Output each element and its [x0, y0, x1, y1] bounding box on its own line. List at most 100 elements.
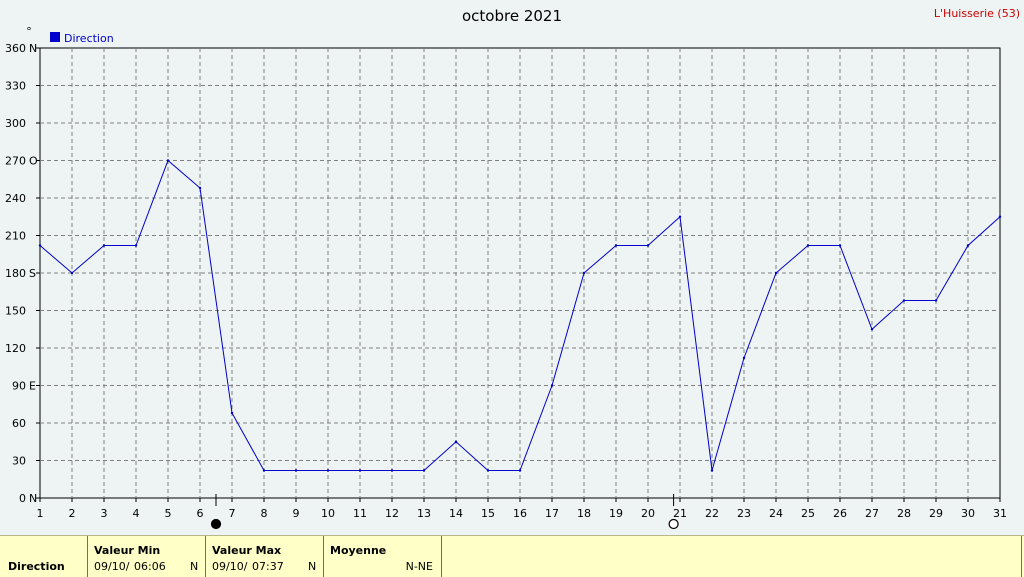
data-point [550, 384, 554, 387]
x-tick-label: 6 [197, 507, 204, 520]
data-point [102, 244, 106, 247]
x-tick-label: 24 [769, 507, 783, 520]
max-time: 07:37 [252, 560, 284, 573]
x-tick-label: 26 [833, 507, 847, 520]
y-tick-label: 240 [5, 192, 26, 205]
min-time: 06:06 [134, 560, 166, 573]
max-header: Valeur Max [212, 544, 282, 557]
x-tick-label: 10 [321, 507, 335, 520]
data-point [774, 271, 778, 275]
x-tick-label: 8 [261, 507, 268, 520]
x-tick-label: 27 [865, 507, 879, 520]
x-tick-label: 1 [37, 507, 44, 520]
x-tick-label: 16 [513, 507, 527, 520]
data-point [358, 469, 362, 472]
summary-row-label: Direction [8, 560, 65, 573]
avg-header: Moyenne [330, 544, 387, 557]
x-tick-label: 30 [961, 507, 975, 520]
data-point [582, 271, 586, 275]
data-point [998, 215, 1002, 218]
data-point [646, 244, 650, 247]
data-point [230, 411, 234, 415]
y-tick-direction: S [29, 267, 36, 280]
x-tick-label: 18 [577, 507, 591, 520]
min-value: N [190, 560, 199, 573]
max-date: 09/10/ [212, 560, 248, 573]
y-tick-label: 210 [5, 230, 26, 243]
y-tick-label: 270 [5, 155, 26, 168]
x-tick-label: 11 [353, 507, 367, 520]
data-point [902, 299, 906, 302]
data-point [518, 469, 522, 472]
x-tick-label: 2 [69, 507, 76, 520]
data-point [70, 271, 74, 275]
y-tick-label: 0 [19, 492, 26, 505]
full-moon-icon [668, 518, 679, 530]
direction-chart: octobre 2021 L'Huisserie (53) ° Directio… [5, 7, 1020, 530]
y-tick-label: 30 [12, 455, 26, 468]
y-tick-label: 300 [5, 117, 26, 130]
data-point [294, 469, 298, 472]
y-tick-label: 60 [12, 417, 26, 430]
series-layer [38, 159, 1002, 472]
x-tick-label: 14 [449, 507, 463, 520]
data-point [454, 440, 458, 443]
data-point [166, 159, 170, 162]
station-name: L'Huisserie (53) [934, 7, 1020, 20]
max-value: N [308, 560, 317, 573]
data-point [742, 356, 746, 360]
y-tick-direction: E [29, 380, 36, 393]
data-point [966, 244, 970, 247]
x-tick-label: 12 [385, 507, 399, 520]
y-tick-direction: O [29, 155, 38, 168]
data-point [38, 244, 42, 247]
x-tick-label: 19 [609, 507, 623, 520]
x-tick-label: 25 [801, 507, 815, 520]
y-tick-direction: N [29, 492, 37, 505]
data-point [198, 186, 202, 190]
data-point [390, 469, 394, 472]
x-tick-label: 13 [417, 507, 431, 520]
unit-degree-mark: ° [26, 25, 32, 38]
y-tick-label: 360 [5, 42, 26, 55]
x-tick-label: 7 [229, 507, 236, 520]
data-point [134, 244, 138, 247]
chart-title: octobre 2021 [462, 7, 562, 25]
y-tick-label: 120 [5, 342, 26, 355]
min-header: Valeur Min [94, 544, 161, 557]
data-point [806, 244, 810, 247]
x-tick-label: 23 [737, 507, 751, 520]
x-tick-label: 17 [545, 507, 559, 520]
x-tick-label: 15 [481, 507, 495, 520]
grid-lines [40, 48, 1000, 498]
max-cell: Valeur Max 09/10/ 07:37 N [206, 536, 324, 577]
y-tick-label: 150 [5, 305, 26, 318]
legend-swatch [50, 32, 60, 42]
x-tick-label: 5 [165, 507, 172, 520]
avg-value: N-NE [405, 560, 433, 573]
x-tick-label: 29 [929, 507, 943, 520]
x-tick-label: 22 [705, 507, 719, 520]
new-moon-icon [210, 518, 222, 530]
min-date: 09/10/ [94, 560, 130, 573]
data-point [262, 469, 266, 472]
summary-table: Direction Valeur Min 09/10/ 06:06 N Vale… [0, 535, 1024, 577]
avg-cell: Moyenne N-NE [324, 536, 442, 577]
data-point [614, 244, 618, 247]
summary-empty-cell [442, 536, 1022, 577]
x-tick-label: 3 [101, 507, 108, 520]
moon-phase-markers [210, 494, 679, 530]
data-point [678, 215, 682, 218]
y-tick-label: 180 [5, 267, 26, 280]
x-tick-label: 4 [133, 507, 140, 520]
y-tick-label: 330 [5, 80, 26, 93]
data-point [934, 299, 938, 302]
data-point [486, 469, 490, 472]
legend-label: Direction [64, 32, 114, 45]
data-point [422, 469, 426, 472]
data-point [870, 328, 874, 331]
x-tick-label: 21 [673, 507, 687, 520]
x-tick-label: 28 [897, 507, 911, 520]
summary-row-label-cell: Direction [0, 536, 88, 577]
